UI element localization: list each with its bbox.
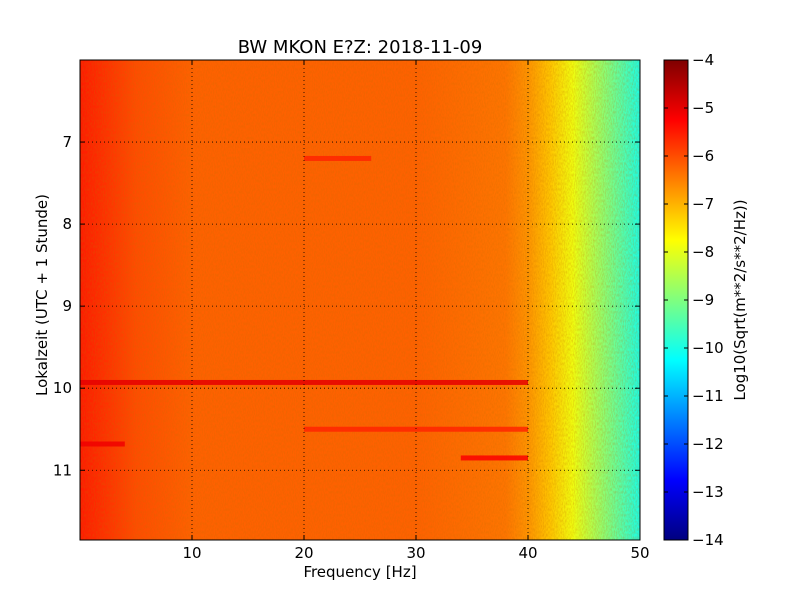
colorbar-tick-label: −13 — [692, 483, 724, 501]
colorbar-tick-label: −10 — [692, 339, 724, 357]
chart-title: BW MKON E?Z: 2018-11-09 — [238, 37, 483, 58]
colorbar-tick-label: −6 — [692, 147, 714, 165]
grid-lines — [80, 60, 640, 540]
spectral-band — [304, 155, 372, 161]
x-tick-label: 30 — [406, 544, 425, 562]
colorbar-tick-label: −12 — [692, 435, 724, 453]
plot-frame — [79, 59, 641, 541]
spectral-band — [80, 441, 125, 447]
y-tick-label: 10 — [53, 379, 72, 397]
spectral-bands-layer — [80, 155, 528, 461]
colorbar-ticks: −4 −5 −6 −7 −8 −9 −10 −11 −12 −13 −14 — [664, 51, 724, 549]
colorbar-tick-label: −8 — [692, 243, 714, 261]
colorbar-tick-label: −5 — [692, 99, 714, 117]
x-tick-label: 20 — [294, 544, 313, 562]
colorbar-label: Log10(Sqrt(m**2/s**2/Hz)) — [731, 199, 749, 400]
x-axis-ticks: 10 20 30 40 50 — [182, 60, 650, 562]
colorbar-tick-label: −4 — [692, 51, 714, 69]
x-tick-label: 10 — [182, 544, 201, 562]
spectral-band — [80, 379, 528, 385]
colorbar-tick-label: −9 — [692, 291, 714, 309]
spectral-band — [460, 455, 528, 461]
x-axis-label: Frequency [Hz] — [303, 563, 416, 581]
x-tick-label: 50 — [630, 544, 649, 562]
y-tick-label: 9 — [62, 297, 72, 315]
y-tick-label: 7 — [62, 133, 72, 151]
x-tick-label: 40 — [518, 544, 537, 562]
colorbar: −4 −5 −6 −7 −8 −9 −10 −11 −12 −13 −14 — [663, 51, 724, 549]
y-tick-label: 11 — [53, 461, 72, 479]
y-axis-label: Lokalzeit (UTC + 1 Stunde) — [33, 194, 51, 396]
spectrogram-plot — [80, 60, 640, 540]
spectral-band — [304, 426, 528, 432]
heatmap-texture — [80, 60, 640, 540]
colorbar-tick-label: −14 — [692, 531, 724, 549]
colorbar-tick-label: −11 — [692, 387, 724, 405]
colorbar-tick-label: −7 — [692, 195, 714, 213]
y-axis-ticks: 7 8 9 10 11 — [53, 133, 640, 479]
y-tick-label: 8 — [62, 215, 72, 233]
